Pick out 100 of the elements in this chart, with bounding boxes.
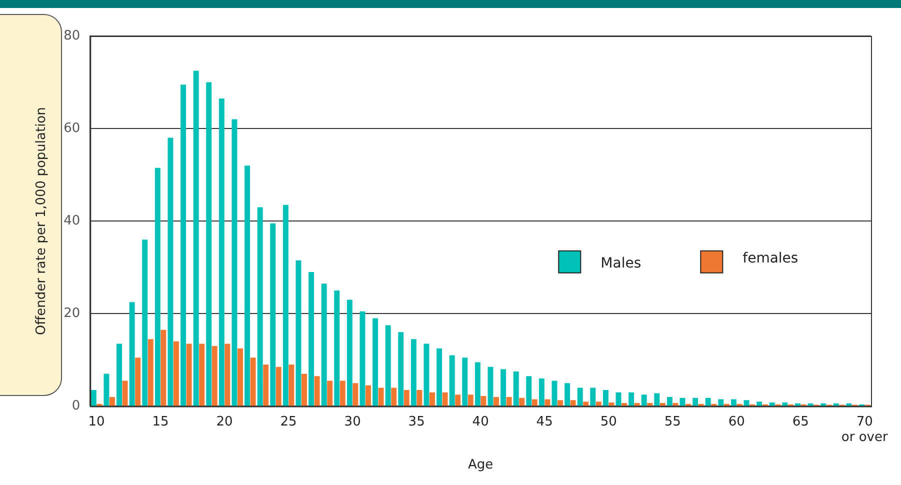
x-tick-label: 60 [728,414,745,430]
bar [366,385,371,406]
bar [218,98,224,406]
bar [360,311,366,406]
x-tick-label: 65 [792,414,809,430]
bar [744,400,750,406]
bar [730,399,736,406]
y-tick-label: 20 [64,306,80,322]
legend-label: Males [600,255,642,272]
x-tick-label: 55 [664,414,681,430]
bar [641,394,647,406]
bar [474,362,480,406]
bar [590,388,596,406]
bar [308,272,314,406]
bar [552,380,558,406]
bar [340,380,346,406]
bar [282,204,288,406]
bar [480,396,486,406]
bar [506,396,512,406]
bar [756,402,762,406]
bar [206,82,212,406]
bar [462,358,468,406]
bar [135,358,141,406]
bar [570,400,576,406]
bar [494,396,499,406]
bar [398,332,404,406]
y-tick-label: 40 [64,213,80,228]
bar [647,402,653,406]
bar [404,390,410,406]
bar [302,374,307,406]
y-tick-label: 60 [64,120,80,136]
x-tick-label: 45 [536,414,553,430]
x-axis-title: Age [468,458,494,473]
bar [455,394,461,406]
bar [430,392,435,406]
bar [160,330,166,406]
bar [232,119,238,406]
bar [142,240,148,406]
y-tick-label: 80 [64,28,80,44]
bar [334,290,340,406]
bar [519,398,525,406]
bar [186,344,192,406]
bar [544,399,550,406]
x-tick-label: 40 [472,414,489,430]
y-axis-title: Offender rate per 1,000 population [34,107,50,336]
bar [193,70,199,406]
x-tick-label: 15 [152,414,169,430]
bar [410,339,416,406]
bar [654,393,660,406]
bar [257,207,263,406]
x-tick-label: 50 [600,414,617,430]
bar [596,402,602,406]
bar [488,366,494,406]
bar [634,402,640,406]
bar [718,399,724,406]
bar [327,380,333,406]
bar [352,383,358,406]
bar [250,358,256,406]
bar [173,341,179,406]
bar [558,400,563,406]
bar [148,339,154,406]
bar [212,346,218,406]
bar [270,223,276,406]
bar [468,394,474,406]
bar [442,392,448,406]
bar [628,392,634,406]
bar [692,398,698,406]
bar [666,396,672,406]
bar [237,348,243,406]
legend-label: females [742,250,798,266]
bar [769,402,775,406]
bar [526,376,532,406]
x-tick-label: 70 or over [841,414,888,445]
bar [372,318,378,406]
bar [782,402,788,406]
bar [199,344,205,406]
x-tick-label: 35 [408,414,425,430]
bar [705,398,711,406]
bar [378,388,384,406]
bar [436,348,442,406]
bar [583,402,589,406]
bar [538,378,544,406]
bar [500,369,506,406]
bar [346,300,352,406]
bar [296,260,302,406]
bar [244,166,250,406]
bar [424,344,430,406]
bar [385,325,391,406]
bar [263,364,269,406]
bar [224,344,230,406]
x-tick-label: 30 [344,414,361,430]
bar [90,390,96,406]
bar [154,168,160,406]
y-tick-label: 0 [72,398,80,414]
bar [116,344,122,406]
bar [314,376,320,406]
x-tick-label: 10 [88,414,105,430]
bar [321,284,327,406]
bar [602,390,608,406]
bar [180,84,186,406]
